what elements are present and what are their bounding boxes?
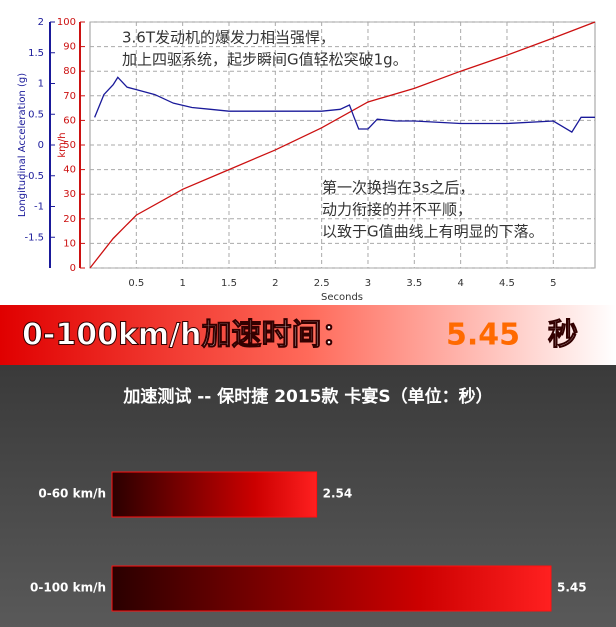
y2-tick-label: 1.5	[28, 48, 44, 59]
y-axis-title: km/h	[57, 132, 68, 157]
bar-title: 加速测试 -- 保时捷 2015款 卡宴S（单位：秒）	[122, 386, 492, 407]
value-label: 5.45	[557, 581, 587, 595]
banner-text: 0-100km/h加速时间：	[22, 318, 351, 353]
y-tick-label: 20	[63, 214, 76, 225]
annotation: 第一次换挡在3s之后，	[322, 179, 474, 197]
y2-tick-label: -1.5	[24, 232, 44, 243]
annotation: 以致于G值曲线上有明显的下落。	[322, 223, 544, 241]
y2-tick-label: 0.5	[28, 109, 44, 120]
x-tick-label: 3.5	[406, 278, 422, 289]
y2-axis-title: Longitudinal Acceleration (g)	[17, 73, 28, 217]
series-line	[89, 21, 596, 269]
y2-tick-label: -1	[34, 202, 44, 213]
y-tick-label: 70	[63, 91, 76, 102]
annotation: 加上四驱系统，起步瞬间G值轻松突破1g。	[122, 51, 408, 69]
x-tick-label: 1.5	[221, 278, 237, 289]
x-tick-label: 2	[272, 278, 278, 289]
y-tick-label: 100	[57, 17, 76, 28]
value-label: 2.54	[323, 487, 353, 501]
x-tick-label: 2.5	[314, 278, 330, 289]
y-tick-label: 40	[63, 165, 76, 176]
y-tick-label: 60	[63, 115, 76, 126]
y-tick-label: 0	[70, 263, 76, 274]
x-tick-label: 1	[179, 278, 185, 289]
x-axis-title: Seconds	[321, 292, 363, 303]
x-tick-label: 4.5	[499, 278, 515, 289]
banner-time: 5.45	[446, 318, 520, 353]
banner-unit: 秒	[548, 318, 578, 353]
y-tick-label: 90	[63, 42, 76, 53]
y-tick-label: 30	[63, 189, 76, 200]
series-line	[94, 76, 595, 133]
banner-bg	[0, 305, 616, 365]
y2-tick-label: -0.5	[24, 171, 44, 182]
bar	[111, 471, 318, 518]
y-tick-label: 50	[63, 140, 76, 151]
x-tick-label: 4	[457, 278, 463, 289]
x-tick-label: 3	[365, 278, 371, 289]
annotation: 动力衔接的并不平顺，	[322, 201, 472, 219]
y-tick-label: 10	[63, 238, 76, 249]
category-label: 0-60 km/h	[38, 487, 106, 501]
category-label: 0-100 km/h	[30, 581, 106, 595]
bar	[111, 565, 552, 612]
x-tick-label: 0.5	[128, 278, 144, 289]
y2-tick-label: 1	[38, 79, 44, 90]
annotation: 3.6T发动机的爆发力相当强悍，	[122, 29, 335, 47]
y-tick-label: 80	[63, 66, 76, 77]
y2-tick-label: 0	[38, 140, 44, 151]
x-tick-label: 5	[550, 278, 556, 289]
y2-tick-label: 2	[38, 17, 44, 28]
